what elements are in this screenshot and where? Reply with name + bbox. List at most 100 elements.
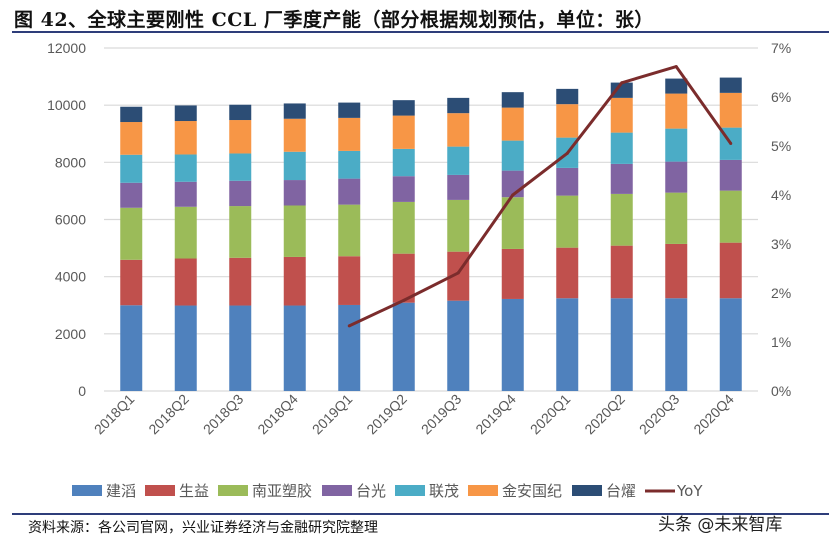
title-divider: [12, 31, 829, 33]
bar-segment-南亚塑胶: [338, 204, 361, 257]
yoy-point: [402, 298, 406, 302]
bar-segment-金安国纪: [174, 121, 197, 155]
yoy-point: [729, 142, 733, 146]
bar-segment-联茂: [392, 148, 415, 177]
bar-segment-台燿: [719, 77, 742, 93]
bar-segment-生益: [665, 243, 688, 299]
y-right-tick-label: 6%: [771, 89, 791, 105]
bar-segment-台光: [229, 180, 252, 207]
bar-segment-南亚塑胶: [120, 207, 143, 260]
bar-segment-南亚塑胶: [447, 199, 470, 252]
bar-segment-台燿: [283, 103, 306, 119]
bar-segment-台光: [283, 180, 306, 206]
x-tick-label: 2020Q4: [690, 391, 737, 438]
legend-label: 台燿: [606, 482, 636, 500]
bar-segment-金安国纪: [338, 117, 361, 151]
x-tick-label: 2019Q1: [309, 391, 356, 438]
bar-segment-生益: [610, 245, 633, 299]
bar-segment-台燿: [447, 97, 470, 114]
yoy-point: [674, 65, 678, 69]
bar-segment-生益: [556, 247, 579, 299]
bar-segment-金安国纪: [229, 120, 252, 154]
bar-segment-联茂: [283, 151, 306, 181]
bar-segment-金安国纪: [392, 115, 415, 149]
legend-swatch: [322, 485, 352, 496]
bar-segment-生益: [229, 257, 252, 306]
bar-segment-南亚塑胶: [610, 193, 633, 246]
bar-segment-台光: [120, 182, 143, 208]
bar-segment-台燿: [120, 106, 143, 123]
bar-segment-南亚塑胶: [719, 190, 742, 243]
bar-segment-建滔: [392, 302, 415, 391]
x-tick-label: 2020Q2: [581, 391, 628, 438]
bar-segment-金安国纪: [665, 93, 688, 129]
bar-segment-台光: [665, 161, 688, 193]
bar-segment-建滔: [283, 305, 306, 391]
legend-label: YoY: [676, 482, 703, 500]
bar-segment-南亚塑胶: [283, 205, 306, 257]
y-right-tick-label: 3%: [771, 236, 791, 252]
bar-segment-金安国纪: [556, 104, 579, 138]
bar-segment-建滔: [338, 304, 361, 391]
legend-swatch: [72, 485, 102, 496]
y-right-tick-label: 2%: [771, 285, 791, 301]
yoy-line: [348, 65, 732, 328]
bar-segment-联茂: [229, 153, 252, 181]
bar-segment-生益: [719, 242, 742, 299]
bar-segment-联茂: [447, 146, 470, 175]
bar-segment-建滔: [447, 300, 470, 391]
bar-segment-台燿: [665, 78, 688, 94]
y-right-tick-label: 1%: [771, 334, 791, 350]
watermark: 头条 @未来智库: [658, 515, 783, 535]
bar-segment-台燿: [338, 102, 361, 118]
y-right-tick-label: 7%: [771, 40, 791, 56]
legend-swatch: [145, 485, 175, 496]
bar-segment-台光: [610, 163, 633, 194]
bar-segment-金安国纪: [283, 118, 306, 152]
bar-segment-生益: [283, 256, 306, 306]
x-tick-label: 2018Q1: [91, 391, 138, 438]
y-right-tick-label: 0%: [771, 383, 791, 399]
bar-segment-南亚塑胶: [501, 197, 524, 249]
source-divider: [12, 513, 829, 515]
legend-label: 南亚塑胶: [252, 482, 312, 500]
x-tick-label: 2018Q3: [200, 391, 247, 438]
bar-segment-生益: [392, 253, 415, 303]
legend-swatch: [218, 485, 248, 496]
bar-segment-建滔: [501, 298, 524, 391]
y-left-tick-label: 0: [78, 383, 86, 399]
bar-segment-台燿: [501, 92, 524, 108]
y-left-tick-label: 4000: [55, 269, 86, 285]
bar-segment-南亚塑胶: [392, 201, 415, 254]
bar-segment-台燿: [229, 104, 252, 121]
legend-label: 生益: [179, 482, 209, 500]
bar-segment-金安国纪: [610, 97, 633, 133]
bar-segment-建滔: [174, 305, 197, 391]
legend-swatch: [572, 485, 602, 496]
bar-segment-生益: [338, 256, 361, 305]
source-note: 资料来源：各公司官网，兴业证券经济与金融研究院整理: [28, 520, 378, 536]
bar-segment-台光: [338, 178, 361, 205]
bar-segment-生益: [501, 248, 524, 299]
y-right-tick-label: 4%: [771, 187, 791, 203]
x-tick-label: 2018Q4: [254, 391, 301, 438]
y-left-tick-label: 12000: [47, 40, 86, 56]
bar-segment-台光: [447, 174, 470, 200]
x-tick-label: 2020Q1: [527, 391, 574, 438]
y-right-tick-label: 5%: [771, 138, 791, 154]
yoy-point: [456, 271, 460, 275]
bar-segment-建滔: [610, 298, 633, 391]
legend-label: 金安国纪: [502, 482, 562, 500]
yoy-point: [620, 81, 624, 85]
bar-segment-台光: [719, 159, 742, 191]
x-tick-label: 2020Q3: [636, 391, 683, 438]
yoy-point: [347, 324, 351, 328]
bar-segment-建滔: [719, 298, 742, 391]
legend-label: 建滔: [106, 482, 136, 500]
bar-segment-台燿: [556, 88, 579, 105]
bar-segment-台燿: [174, 105, 197, 122]
bar-segment-联茂: [610, 132, 633, 164]
bar-segment-联茂: [174, 154, 197, 182]
bar-segment-联茂: [665, 128, 688, 162]
